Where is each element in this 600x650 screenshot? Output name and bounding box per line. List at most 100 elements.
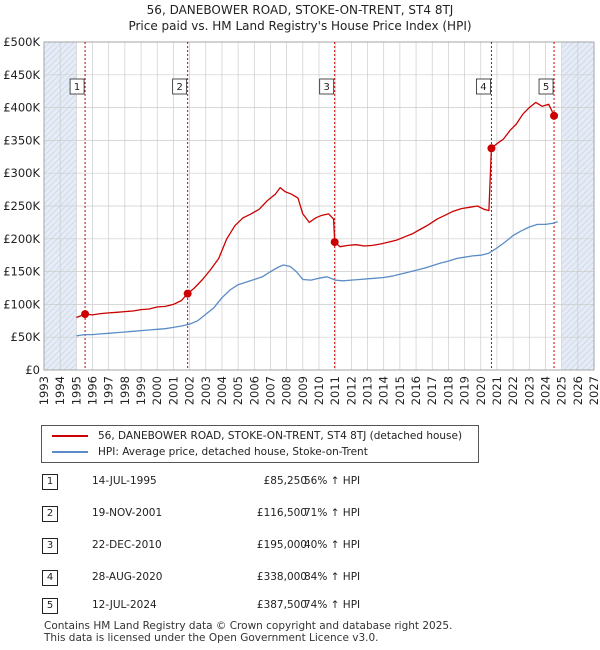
hatch-line (561, 41, 586, 67)
legend-item-property: 56, DANEBOWER ROAD, STOKE-ON-TRENT, ST4 … (52, 428, 462, 444)
hatch-line (43, 41, 69, 67)
legend-swatch-blue (52, 451, 88, 453)
footer-license: This data is licensed under the Open Gov… (44, 632, 379, 644)
sale-label: 2 (176, 82, 182, 93)
x-tick-label: 2021 (490, 376, 504, 405)
table-row: 3 22-DEC-2010 £195,000 40% ↑ HPI (42, 538, 442, 554)
transaction-date: 12-JUL-2024 (92, 599, 157, 611)
sale-point (330, 238, 339, 247)
legend: 56, DANEBOWER ROAD, STOKE-ON-TRENT, ST4 … (41, 425, 479, 463)
x-tick-label: 2024 (538, 376, 552, 405)
x-tick-label: 2022 (506, 376, 520, 405)
sale-label: 5 (543, 82, 549, 93)
x-tick-label: 2016 (409, 376, 423, 405)
transaction-price: £387,500 (256, 599, 307, 611)
y-tick-label: £100K (3, 297, 40, 311)
property-price-line (76, 101, 558, 319)
transaction-hpi: 71% ↑ HPI (304, 507, 361, 519)
hatch-line (43, 41, 63, 61)
x-tick-label: 2002 (183, 376, 197, 405)
price-chart: £0 £50K £100K £150K £200K £250K £300K £350K £400… (3, 35, 600, 405)
x-tick-label: 2011 (328, 376, 342, 405)
transaction-hpi: 84% ↑ HPI (304, 571, 361, 583)
hatch-line (561, 41, 568, 49)
x-tick-label: 2027 (587, 376, 600, 405)
hatch-line (57, 351, 77, 371)
transaction-number: 3 (42, 538, 58, 554)
transaction-date: 14-JUL-1995 (92, 475, 157, 487)
x-tick-label: 2018 (441, 376, 455, 405)
chart-subtitle: Price paid vs. HM Land Registry's House … (128, 19, 472, 33)
hatch-line (43, 41, 75, 73)
x-tick-label: 2008 (280, 376, 294, 405)
y-tick-label: £300K (3, 166, 40, 180)
y-tick-label: £250K (3, 199, 40, 213)
transaction-number: 4 (42, 570, 58, 586)
x-tick-label: 2014 (377, 376, 391, 405)
x-tick-label: 2023 (522, 376, 536, 405)
x-tick-label: 2006 (247, 376, 261, 405)
y-tick-label: £0 (25, 363, 40, 377)
y-tick-label: £500K (3, 35, 40, 49)
y-tick-label: £350K (3, 133, 40, 147)
table-row: 1 14-JUL-1995 £85,250 56% ↑ HPI (42, 474, 442, 490)
legend-item-hpi: HPI: Average price, detached house, Stok… (52, 444, 368, 460)
x-tick-label: 1994 (53, 376, 67, 405)
sale-label-box (538, 78, 554, 95)
sale-point (550, 111, 559, 120)
hatch-line (45, 339, 77, 371)
sale-point (81, 310, 90, 319)
x-tick-label: 1993 (37, 376, 51, 405)
sale-label: 3 (324, 82, 330, 93)
sale-label-box (476, 78, 491, 95)
hatch-line (51, 345, 77, 371)
sale-point (487, 144, 496, 153)
legend-swatch-red (52, 435, 88, 437)
hatch-line (561, 41, 580, 61)
hatch-line (569, 345, 595, 371)
x-tick-label: 1996 (86, 376, 100, 405)
transaction-date: 22-DEC-2010 (92, 539, 162, 551)
y-tick-label: £400K (3, 101, 40, 115)
transaction-number: 2 (42, 506, 58, 522)
sale-point (183, 289, 192, 298)
hatch-line (575, 351, 595, 371)
sale-label-box (319, 78, 335, 95)
legend-label-property: 56, DANEBOWER ROAD, STOKE-ON-TRENT, ST4 … (98, 430, 463, 442)
hatch-line (587, 363, 595, 371)
x-tick-label: 1999 (134, 376, 148, 405)
x-tick-label: 2017 (425, 376, 439, 405)
y-tick-label: £200K (3, 232, 40, 246)
hatch-line (43, 41, 57, 55)
transaction-date: 19-NOV-2001 (92, 507, 163, 519)
y-tick-label: £450K (3, 68, 40, 82)
x-tick-label: 2026 (571, 376, 585, 405)
transaction-price: £195,000 (256, 539, 307, 551)
y-tick-label: £150K (3, 265, 40, 279)
x-tick-label: 2007 (263, 376, 277, 405)
x-tick-label: 2003 (199, 376, 213, 405)
table-row: 2 19-NOV-2001 £116,500 71% ↑ HPI (42, 506, 442, 522)
chart-title: 56, DANEBOWER ROAD, STOKE-ON-TRENT, ST4 … (146, 3, 454, 17)
x-tick-label: 2000 (150, 376, 164, 405)
footer: Contains HM Land Registry data © Crown c… (44, 620, 452, 644)
transaction-number: 5 (42, 598, 58, 614)
transaction-hpi: 74% ↑ HPI (304, 599, 361, 611)
footer-copyright: Contains HM Land Registry data © Crown c… (44, 620, 453, 632)
transaction-date: 28-AUG-2020 (92, 571, 163, 583)
hatch-line (561, 41, 592, 73)
x-tick-label: 2012 (344, 376, 358, 405)
hatch-line (69, 363, 77, 371)
x-tick-label: 2013 (361, 376, 375, 405)
hatch-line (563, 339, 595, 371)
transaction-number: 1 (42, 474, 58, 490)
transaction-hpi: 56% ↑ HPI (304, 475, 361, 487)
transaction-price: £338,000 (256, 571, 307, 583)
hpi-line (76, 221, 558, 337)
x-tick-label: 2001 (166, 376, 180, 405)
x-tick-label: 2004 (215, 376, 229, 405)
hatch-line (63, 357, 77, 371)
x-tick-label: 1997 (102, 376, 116, 405)
y-tick-label: £50K (11, 330, 41, 344)
x-tick-label: 2020 (474, 376, 488, 405)
